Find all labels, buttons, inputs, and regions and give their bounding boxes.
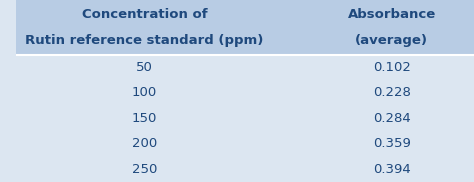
Text: Absorbance: Absorbance	[347, 8, 436, 21]
Text: 0.284: 0.284	[373, 112, 410, 125]
Text: 0.394: 0.394	[373, 163, 410, 176]
Text: 250: 250	[132, 163, 157, 176]
Bar	[16, 0, 474, 55]
Text: 100: 100	[132, 86, 157, 99]
Text: 50: 50	[136, 61, 153, 74]
Text: 200: 200	[132, 137, 157, 150]
Text: 0.228: 0.228	[373, 86, 410, 99]
Text: 150: 150	[132, 112, 157, 125]
Text: Concentration of: Concentration of	[82, 8, 207, 21]
Text: 0.102: 0.102	[373, 61, 410, 74]
Bar	[16, 55, 474, 182]
Text: Rutin reference standard (ppm): Rutin reference standard (ppm)	[25, 33, 264, 47]
Text: 0.359: 0.359	[373, 137, 410, 150]
Text: (average): (average)	[355, 33, 428, 47]
